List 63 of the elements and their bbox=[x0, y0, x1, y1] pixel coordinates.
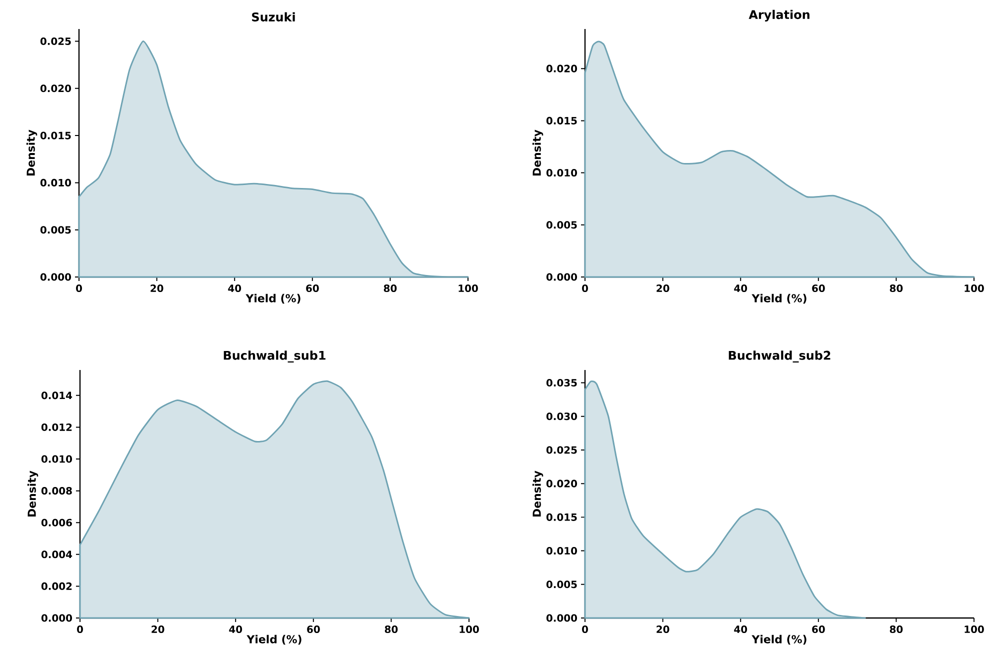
y-tick-label: 0.000 bbox=[546, 273, 578, 281]
x-tick-label: 0 bbox=[76, 284, 82, 292]
y-axis-title: Density bbox=[26, 130, 38, 176]
x-axis-title: Yield (%) bbox=[246, 634, 302, 645]
y-tick-label: 0.000 bbox=[40, 273, 72, 281]
x-tick-label: 20 bbox=[152, 626, 164, 634]
x-tick-label: 100 bbox=[964, 626, 984, 634]
x-tick-label: 80 bbox=[384, 626, 398, 634]
y-tick-label: 0.000 bbox=[41, 614, 72, 622]
y-axis-title: Density bbox=[532, 470, 544, 516]
x-tick-label: 40 bbox=[734, 284, 748, 292]
x-tick-label: 20 bbox=[656, 284, 670, 292]
y-tick-label: 0.025 bbox=[40, 37, 71, 46]
x-tick-label: 80 bbox=[384, 284, 397, 292]
y-tick-label: 0.015 bbox=[40, 132, 71, 140]
x-tick-label: 80 bbox=[890, 626, 903, 634]
y-tick-label: 0.002 bbox=[41, 582, 72, 590]
x-tick-label: 20 bbox=[150, 284, 164, 292]
x-axis-title: Yield (%) bbox=[752, 634, 806, 645]
y-tick-label: 0.004 bbox=[41, 550, 72, 558]
chart-title: Buchwald_sub1 bbox=[224, 350, 326, 362]
y-tick-label: 0.010 bbox=[546, 547, 578, 555]
x-axis-title: Yield (%) bbox=[246, 294, 300, 304]
x-tick-label: 20 bbox=[656, 626, 670, 634]
x-tick-label: 0 bbox=[77, 626, 83, 634]
x-tick-label: 60 bbox=[306, 284, 319, 292]
chart-title: Arylation bbox=[748, 10, 810, 22]
x-tick-label: 100 bbox=[460, 626, 479, 634]
y-tick-label: 0.010 bbox=[40, 178, 72, 186]
y-tick-label: 0.015 bbox=[546, 116, 577, 124]
y-tick-label: 0.030 bbox=[546, 412, 578, 420]
y-tick-label: 0.020 bbox=[546, 480, 578, 488]
y-tick-label: 0.014 bbox=[41, 392, 72, 400]
x-tick-label: 0 bbox=[582, 284, 588, 292]
y-tick-label: 0.006 bbox=[41, 518, 72, 526]
y-tick-label: 0.008 bbox=[41, 487, 72, 495]
x-tick-label: 100 bbox=[458, 284, 478, 292]
x-tick-label: 0 bbox=[582, 626, 588, 634]
y-tick-label: 0.005 bbox=[546, 580, 577, 588]
y-axis-title: Density bbox=[27, 470, 38, 516]
x-tick-label: 60 bbox=[307, 626, 320, 634]
y-axis-title: Density bbox=[532, 130, 544, 176]
x-tick-label: 40 bbox=[734, 626, 748, 634]
chart-title: Buchwald_sub2 bbox=[728, 350, 830, 362]
chart-title: Suzuki bbox=[252, 12, 295, 22]
y-tick-label: 0.005 bbox=[40, 226, 71, 234]
y-tick-label: 0.000 bbox=[546, 614, 578, 622]
y-tick-label: 0.015 bbox=[546, 513, 577, 521]
x-tick-label: 100 bbox=[964, 284, 984, 292]
y-tick-label: 0.020 bbox=[40, 84, 72, 92]
y-tick-label: 0.012 bbox=[41, 423, 72, 431]
x-tick-label: 80 bbox=[890, 284, 903, 292]
x-tick-label: 60 bbox=[812, 284, 825, 292]
x-tick-label: 40 bbox=[228, 284, 242, 292]
x-axis-title: Yield (%) bbox=[752, 294, 806, 304]
y-tick-label: 0.025 bbox=[546, 446, 577, 454]
y-tick-label: 0.010 bbox=[41, 455, 72, 463]
y-tick-label: 0.010 bbox=[546, 169, 578, 177]
x-tick-label: 40 bbox=[229, 626, 242, 634]
x-tick-label: 60 bbox=[812, 626, 825, 634]
y-tick-label: 0.020 bbox=[546, 64, 578, 72]
y-tick-label: 0.005 bbox=[546, 221, 577, 229]
y-tick-label: 0.035 bbox=[546, 378, 577, 387]
